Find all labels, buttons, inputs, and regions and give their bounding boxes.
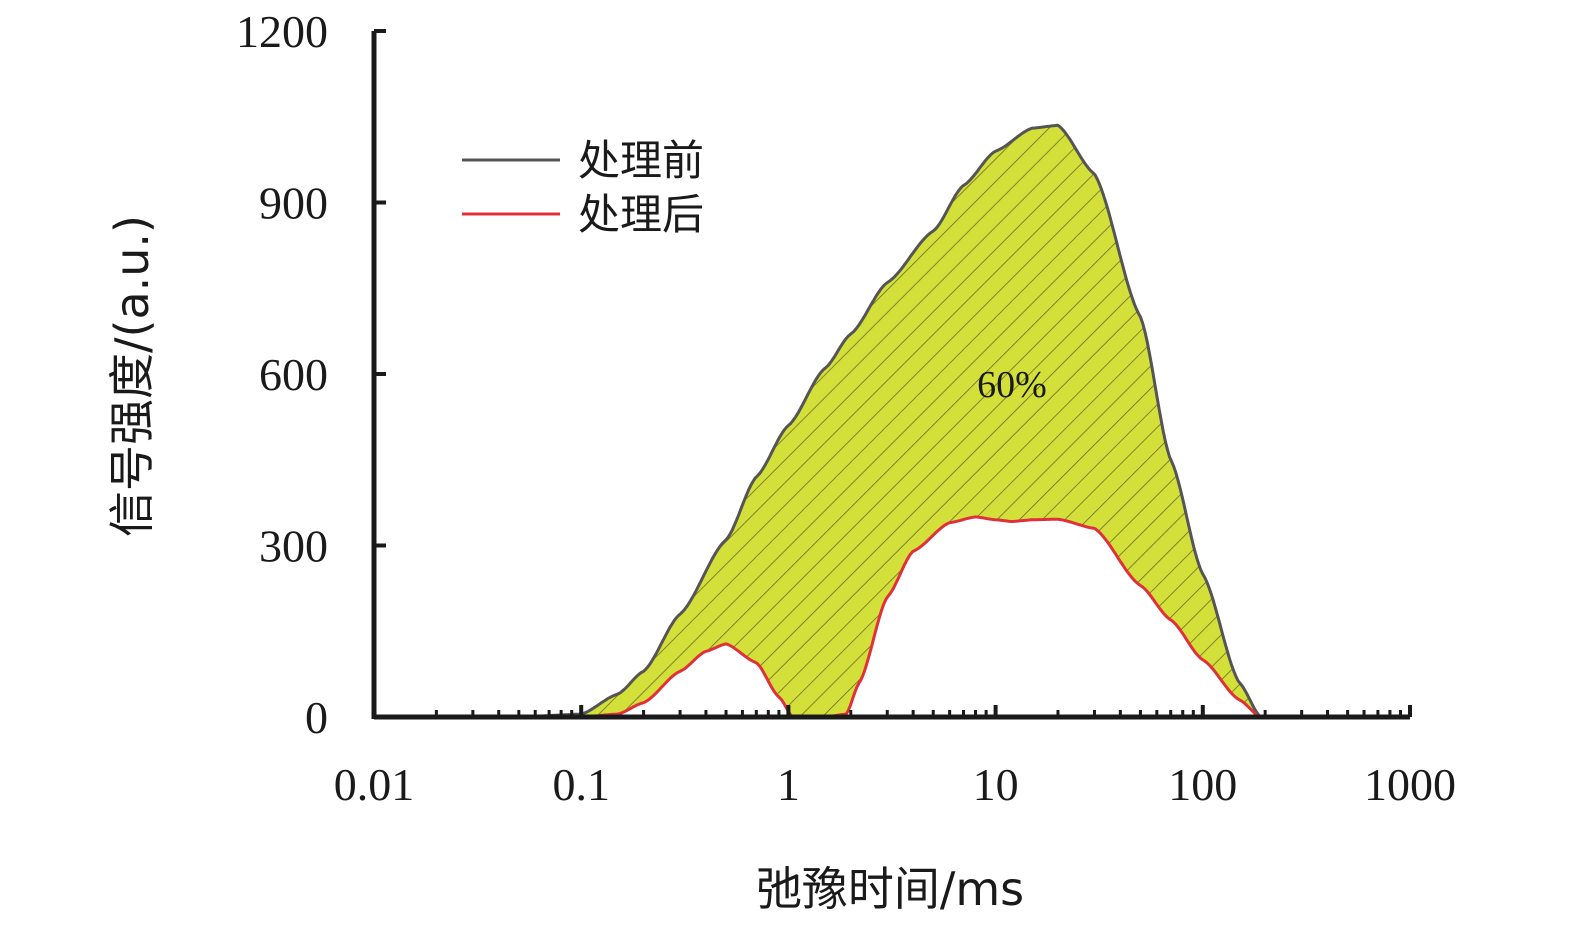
legend: 处理前 处理后 bbox=[462, 136, 704, 239]
y-axis-title: 信号强度/(a.u.) bbox=[105, 215, 159, 537]
legend-label-after: 处理后 bbox=[578, 190, 704, 239]
x-tick-label: 10 bbox=[973, 759, 1019, 810]
x-axis-title: 弛豫时间/ms bbox=[756, 862, 1024, 916]
y-tick-label: 900 bbox=[259, 178, 328, 229]
y-tick-label: 1200 bbox=[236, 6, 328, 57]
tick-labels: 0.01 0.1 1 10 100 1000 0 300 600 900 1200 bbox=[236, 6, 1456, 810]
axes bbox=[371, 29, 1412, 720]
y-tick-label: 0 bbox=[305, 692, 328, 743]
legend-label-before: 处理前 bbox=[578, 136, 704, 185]
y-tick-label: 300 bbox=[259, 521, 328, 572]
area-annotation: 60% bbox=[977, 364, 1047, 406]
x-tick-label: 100 bbox=[1168, 759, 1237, 810]
x-tick-label: 0.01 bbox=[334, 759, 415, 810]
x-tick-label: 1 bbox=[777, 759, 800, 810]
x-tick-label: 0.1 bbox=[552, 759, 610, 810]
difference-area bbox=[374, 125, 1410, 718]
y-tick-label: 600 bbox=[259, 349, 328, 400]
difference-area-fill bbox=[374, 125, 1410, 718]
x-tick-label: 1000 bbox=[1364, 759, 1456, 810]
